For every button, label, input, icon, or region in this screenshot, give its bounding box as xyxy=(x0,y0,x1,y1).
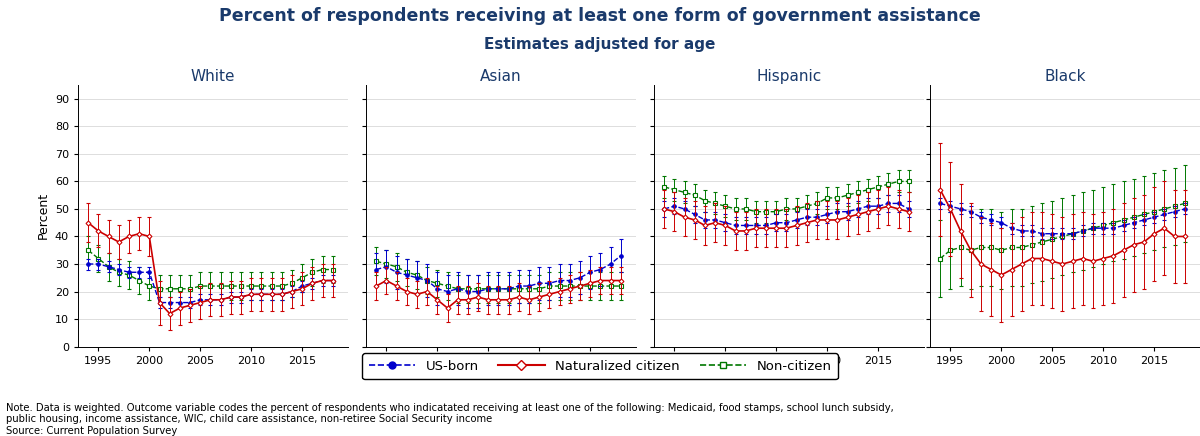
Title: Asian: Asian xyxy=(480,69,522,84)
Title: Hispanic: Hispanic xyxy=(756,69,822,84)
Text: Note. Data is weighted. Outcome variable codes the percent of respondents who in: Note. Data is weighted. Outcome variable… xyxy=(6,403,894,436)
Title: Black: Black xyxy=(1044,69,1086,84)
Y-axis label: Percent: Percent xyxy=(36,192,49,239)
Title: White: White xyxy=(191,69,235,84)
Legend: US-born, Naturalized citizen, Non-citizen: US-born, Naturalized citizen, Non-citize… xyxy=(362,353,838,379)
Text: Percent of respondents receiving at least one form of government assistance: Percent of respondents receiving at leas… xyxy=(220,7,980,24)
Text: Estimates adjusted for age: Estimates adjusted for age xyxy=(485,37,715,52)
